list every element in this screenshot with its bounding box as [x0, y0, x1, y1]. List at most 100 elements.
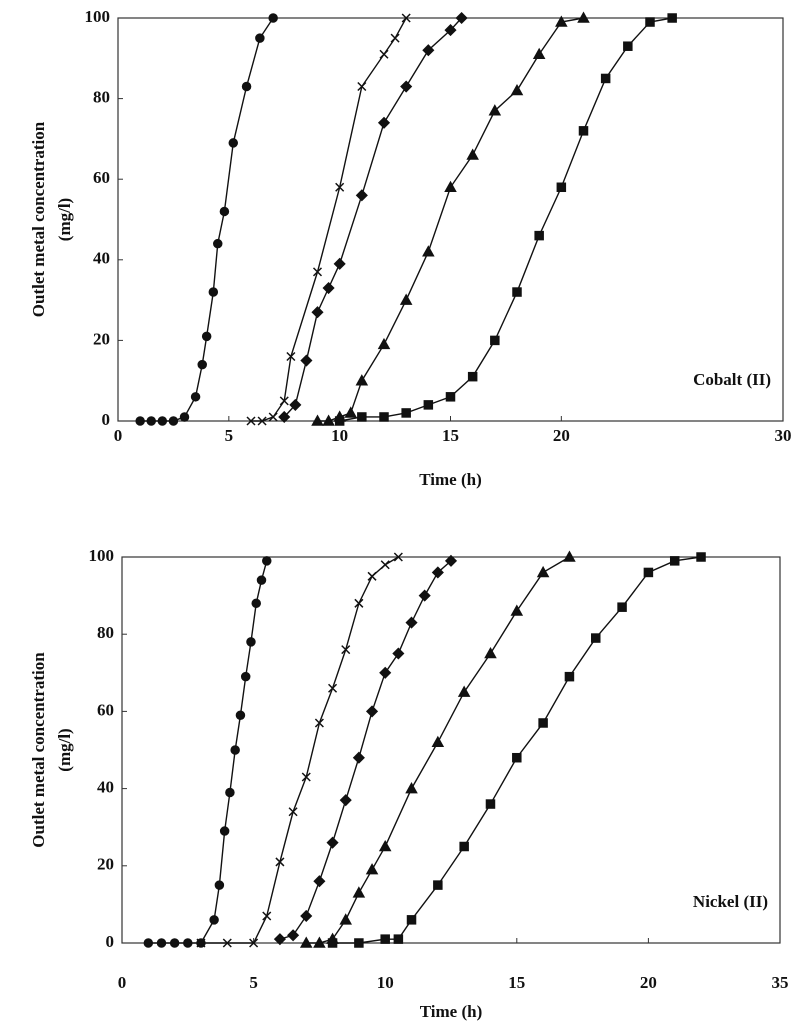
marker: [624, 42, 632, 50]
series-line: [318, 18, 584, 421]
marker: [512, 86, 522, 95]
annotation: Nickel (II): [693, 892, 768, 911]
marker: [346, 408, 356, 417]
marker: [171, 939, 179, 947]
marker: [407, 618, 417, 628]
marker: [144, 939, 152, 947]
marker: [314, 876, 324, 886]
marker: [214, 240, 222, 248]
marker: [329, 684, 337, 692]
y-tick-label: 0: [106, 932, 115, 951]
marker: [424, 401, 432, 409]
y-tick-label: 60: [97, 700, 114, 719]
marker: [401, 82, 411, 92]
marker: [336, 417, 344, 425]
marker: [169, 417, 177, 425]
marker: [236, 711, 244, 719]
y-tick-label: 80: [97, 623, 114, 642]
marker: [513, 288, 521, 296]
y-tick-label: 0: [102, 410, 111, 429]
y-tick-label: 80: [93, 88, 110, 107]
marker: [247, 638, 255, 646]
x-tick-label: 10: [377, 973, 394, 992]
y-tick-label: 40: [97, 778, 114, 797]
y-tick-label: 60: [93, 168, 110, 187]
marker: [513, 754, 521, 762]
marker: [379, 118, 389, 128]
marker: [486, 800, 494, 808]
marker: [357, 376, 367, 385]
x-tick-label: 15: [508, 973, 525, 992]
marker: [380, 842, 390, 851]
marker: [147, 417, 155, 425]
marker: [420, 591, 430, 601]
marker: [447, 393, 455, 401]
marker: [697, 553, 705, 561]
marker: [358, 413, 366, 421]
marker: [226, 788, 234, 796]
marker: [468, 150, 478, 159]
y-axis-label: Outlet metal concentration: [29, 121, 48, 317]
marker: [341, 795, 351, 805]
marker: [210, 916, 218, 924]
marker: [355, 939, 363, 947]
marker: [203, 332, 211, 340]
marker: [391, 34, 399, 42]
y-axis-label: (mg/l): [55, 198, 74, 241]
marker: [313, 307, 323, 317]
marker: [158, 417, 166, 425]
marker: [446, 182, 456, 191]
series-line: [148, 561, 266, 943]
marker: [423, 247, 433, 256]
marker: [314, 268, 322, 276]
marker: [433, 737, 443, 746]
marker: [243, 83, 251, 91]
marker: [367, 865, 377, 874]
marker: [534, 49, 544, 58]
x-tick-label: 10: [331, 426, 348, 445]
marker: [580, 127, 588, 135]
y-tick-label: 100: [89, 546, 115, 565]
marker: [402, 409, 410, 417]
marker: [380, 668, 390, 678]
marker: [394, 935, 402, 943]
marker: [136, 417, 144, 425]
marker: [671, 557, 679, 565]
marker: [485, 649, 495, 658]
marker: [357, 190, 367, 200]
x-tick-label: 5: [225, 426, 234, 445]
marker: [329, 939, 337, 947]
marker: [644, 568, 652, 576]
marker: [512, 606, 522, 615]
x-tick-label: 35: [772, 973, 789, 992]
marker: [301, 356, 311, 366]
x-axis-label: Time (h): [420, 1002, 483, 1021]
marker: [355, 599, 363, 607]
marker: [198, 361, 206, 369]
marker: [602, 74, 610, 82]
y-tick-label: 100: [85, 7, 111, 26]
marker: [263, 557, 271, 565]
marker: [269, 413, 277, 421]
marker: [535, 232, 543, 240]
marker: [407, 784, 417, 793]
marker: [209, 288, 217, 296]
x-tick-label: 15: [442, 426, 459, 445]
marker: [301, 911, 311, 921]
plot-frame: [118, 18, 783, 421]
series-line: [284, 18, 461, 417]
marker: [231, 746, 239, 754]
marker: [215, 881, 223, 889]
marker: [342, 646, 350, 654]
marker: [192, 393, 200, 401]
marker: [288, 930, 298, 940]
marker: [381, 561, 389, 569]
x-tick-label: 20: [553, 426, 570, 445]
marker: [157, 939, 165, 947]
marker: [354, 888, 364, 897]
annotation: Cobalt (II): [693, 370, 771, 389]
marker: [379, 339, 389, 348]
x-axis-label: Time (h): [419, 470, 482, 489]
x-tick-label: 20: [640, 973, 657, 992]
marker: [618, 603, 626, 611]
